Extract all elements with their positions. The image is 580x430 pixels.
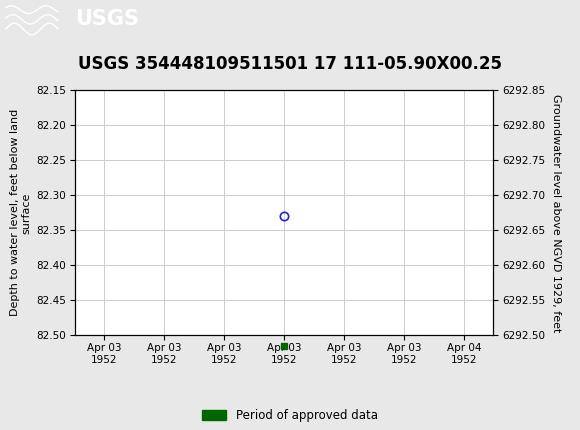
- Y-axis label: Depth to water level, feet below land
surface: Depth to water level, feet below land su…: [10, 109, 32, 316]
- Y-axis label: Groundwater level above NGVD 1929, feet: Groundwater level above NGVD 1929, feet: [552, 94, 561, 332]
- Text: USGS: USGS: [75, 9, 139, 29]
- Legend: Period of approved data: Period of approved data: [202, 409, 378, 422]
- Text: USGS 354448109511501 17 111-05.90X00.25: USGS 354448109511501 17 111-05.90X00.25: [78, 55, 502, 73]
